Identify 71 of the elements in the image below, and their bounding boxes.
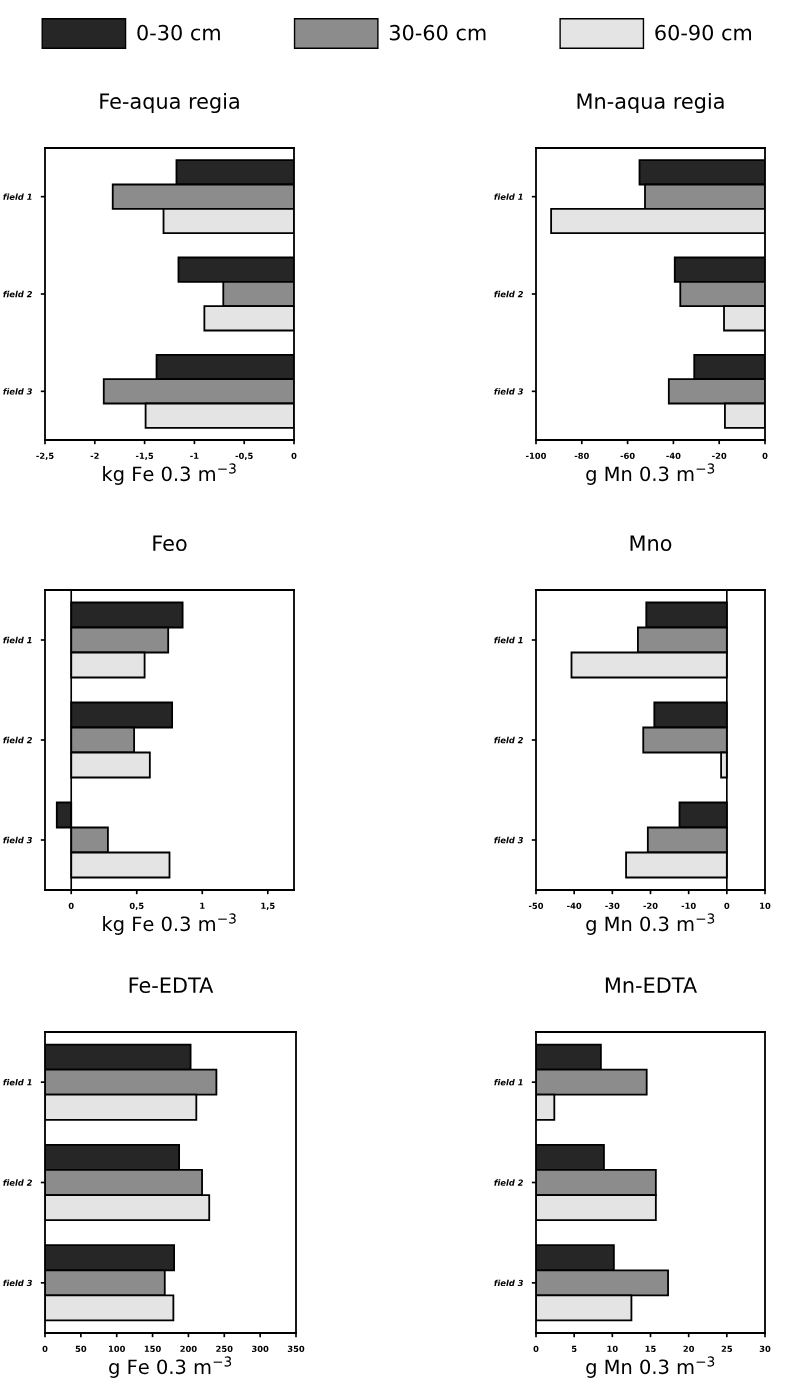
x-axis-title: kg Fe 0.3 m$^{−3}$ xyxy=(103,463,236,485)
x-tick-label: -20 xyxy=(712,452,727,459)
x-tick-label: 10 xyxy=(607,1345,618,1352)
x-tick-label: -2,5 xyxy=(36,452,54,461)
x-tick-label: 0 xyxy=(42,1345,48,1352)
y-tick-label: field 3 xyxy=(494,1279,524,1287)
x-tick-label: -40 xyxy=(567,902,582,909)
x-tick-label: -40 xyxy=(666,452,681,459)
y-tick-label: field 2 xyxy=(494,1179,524,1186)
x-tick-label: -1,5 xyxy=(135,452,154,461)
y-tick-label: field 1 xyxy=(3,193,32,200)
x-tick-label: 200 xyxy=(180,1345,197,1352)
y-tick-label: field 2 xyxy=(3,736,33,744)
x-tick-label: -20 xyxy=(643,902,658,909)
x-tick-label: 15 xyxy=(645,1345,656,1352)
chart-title: Feo xyxy=(153,535,187,552)
x-tick-label: 25 xyxy=(721,1345,733,1352)
x-tick-label: -2 xyxy=(90,452,99,459)
x-tick-label: -0,5 xyxy=(235,452,253,461)
y-tick-label: field 3 xyxy=(3,388,33,395)
y-tick-label: field 1 xyxy=(494,636,523,644)
y-tick-label: field 3 xyxy=(494,836,524,844)
x-tick-label: 20 xyxy=(683,1345,695,1352)
x-tick-label: -10 xyxy=(681,902,696,909)
x-tick-label: 1 xyxy=(200,902,205,909)
x-tick-label: -50 xyxy=(528,902,544,909)
legend-label: 60-90 cm xyxy=(655,24,752,41)
chart-title: Mno xyxy=(630,535,672,552)
x-tick-label: 0 xyxy=(762,452,768,459)
x-tick-label: 0,5 xyxy=(129,902,144,911)
x-tick-label: -100 xyxy=(526,452,547,459)
x-axis-title: g Mn 0.3 m$^{−3}$ xyxy=(586,1356,715,1378)
x-axis-title: g Mn 0.3 m$^{−3}$ xyxy=(586,913,715,935)
x-tick-label: -80 xyxy=(574,452,589,459)
x-tick-label: 50 xyxy=(75,1345,87,1352)
x-tick-label: 150 xyxy=(144,1345,161,1352)
y-tick-label: field 3 xyxy=(3,836,33,844)
x-tick-label: -1 xyxy=(190,452,199,459)
chart-title: Fe-aqua regia xyxy=(100,92,239,114)
x-tick-label: 30 xyxy=(759,1345,771,1352)
x-tick-label: 0 xyxy=(68,902,74,909)
x-tick-label: 0 xyxy=(291,452,297,459)
x-tick-label: 1,5 xyxy=(261,902,275,911)
x-tick-label: 350 xyxy=(287,1345,305,1352)
y-tick-label: field 3 xyxy=(3,1279,33,1287)
x-axis-title: kg Fe 0.3 m$^{−3}$ xyxy=(103,913,236,935)
x-tick-label: 0 xyxy=(724,902,730,909)
x-tick-label: 5 xyxy=(571,1345,577,1352)
y-tick-label: field 2 xyxy=(494,290,524,298)
chart-title: Mn-EDTA xyxy=(605,977,697,993)
legend-label: 0-30 cm xyxy=(137,24,220,41)
x-tick-label: 100 xyxy=(108,1345,126,1352)
legend-label: 30-60 cm xyxy=(389,24,486,41)
x-tick-label: -60 xyxy=(620,452,635,459)
y-tick-label: field 3 xyxy=(494,388,524,395)
y-tick-label: field 1 xyxy=(494,1079,523,1086)
x-tick-label: 10 xyxy=(760,902,771,909)
x-tick-label: -30 xyxy=(605,902,620,909)
x-tick-label: 250 xyxy=(216,1345,233,1352)
y-tick-label: field 1 xyxy=(3,1079,32,1086)
chart-title: Mn-aqua regia xyxy=(577,92,724,114)
x-axis-title: g Fe 0.3 m$^{−3}$ xyxy=(109,1356,232,1378)
y-tick-label: field 1 xyxy=(494,193,523,200)
x-axis-title: g Mn 0.3 m$^{−3}$ xyxy=(586,463,715,485)
y-tick-label: field 2 xyxy=(494,736,524,744)
y-tick-label: field 1 xyxy=(3,636,32,644)
x-tick-label: 0 xyxy=(533,1345,539,1352)
y-tick-label: field 2 xyxy=(3,1179,33,1186)
chart-title: Fe-EDTA xyxy=(129,977,214,994)
y-tick-label: field 2 xyxy=(3,290,33,298)
x-tick-label: 300 xyxy=(252,1345,269,1352)
